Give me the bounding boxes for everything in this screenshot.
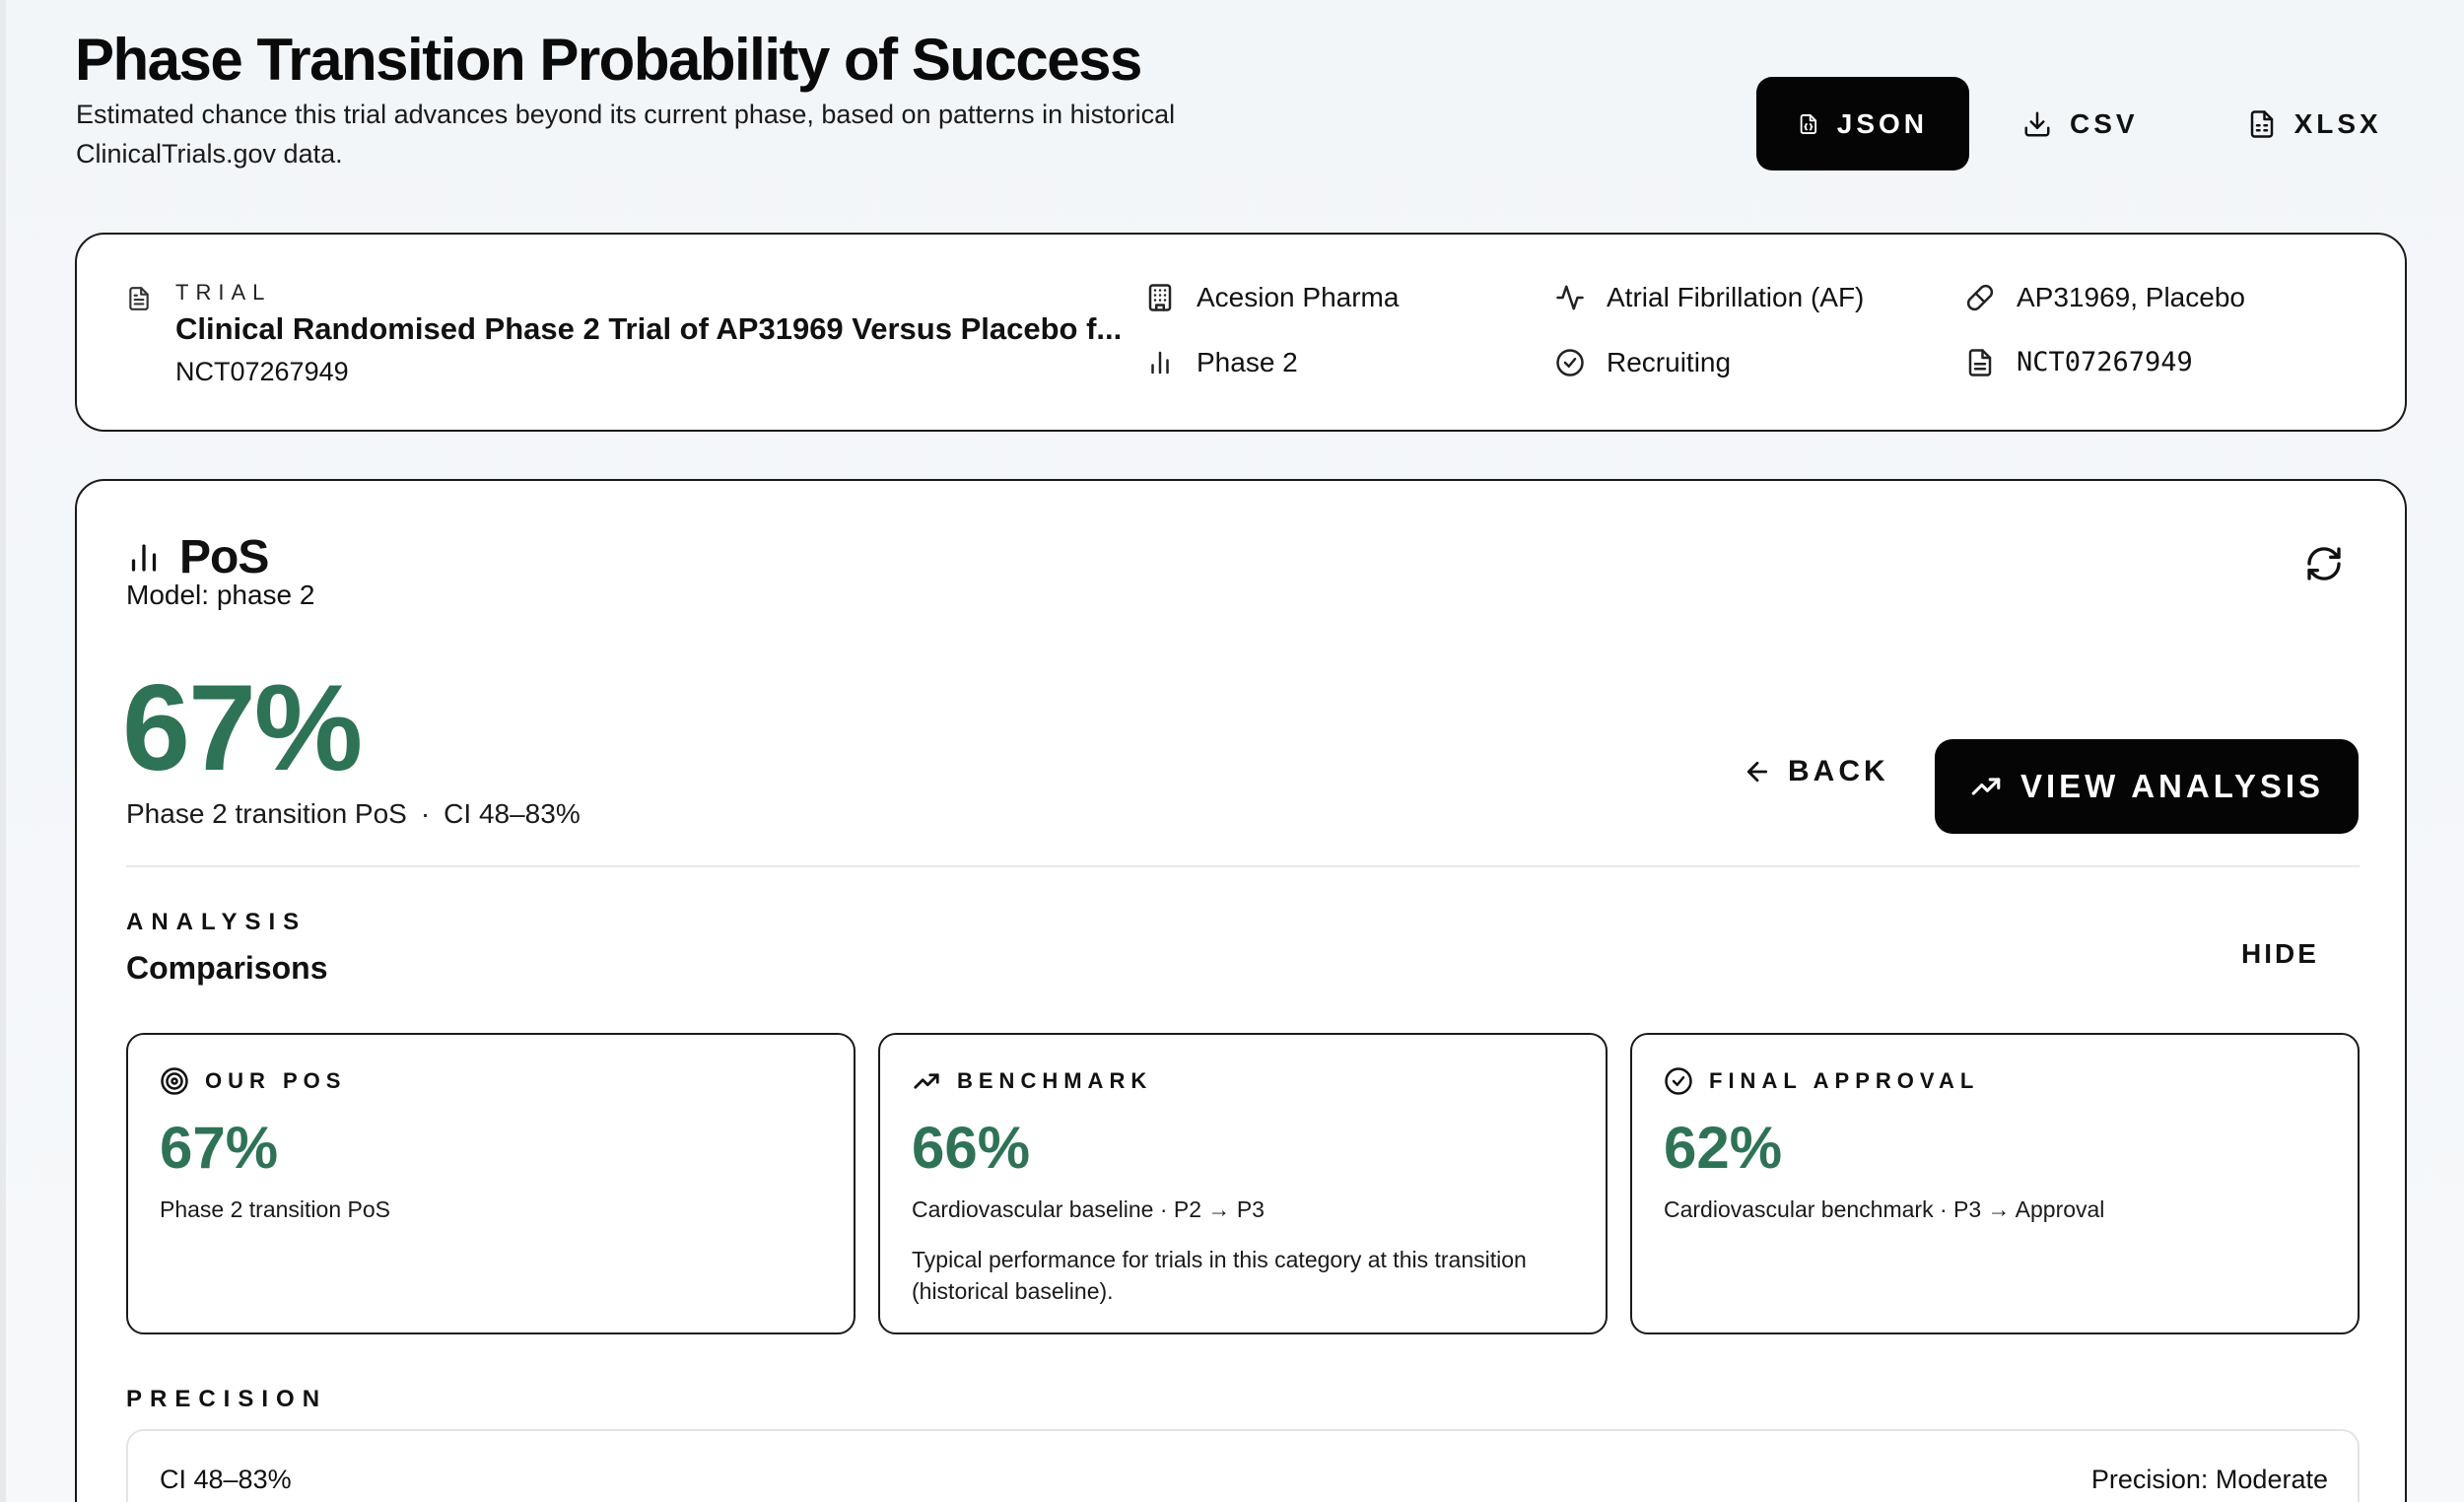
export-csv-button[interactable]: CSV (1993, 77, 2168, 171)
bar-chart-icon (1151, 351, 1169, 375)
comparison-card-benchmark: BENCHMARK 66% Cardiovascular baseline · … (878, 1033, 1608, 1334)
export-csv-label: CSV (2070, 107, 2139, 139)
precision-ci: CI 48–83% (160, 1465, 292, 1494)
export-xlsx-button[interactable]: XLSX (2218, 77, 2412, 171)
pos-header: PoS (126, 530, 269, 584)
precision-panel: CI 48–83% Precision: Moderate (126, 1429, 2360, 1502)
trial-interventions-text: AP31969, Placebo (2017, 282, 2245, 312)
back-button[interactable]: BACK (1743, 737, 1889, 806)
arrow-left-icon (1746, 761, 1768, 783)
export-toolbar: JSON CSV XLSX (1756, 77, 2412, 171)
trial-registry: NCT07267949 (1965, 347, 2193, 377)
trial-registry-id: NCT07267949 (2017, 347, 2193, 377)
pos-caption-text: Phase 2 transition PoS (126, 798, 407, 829)
comparison-card-subtitle: Phase 2 transition PoS (160, 1196, 390, 1222)
pos-title: PoS (179, 531, 269, 583)
comparison-card-our-pos: OUR POS 67% Phase 2 transition PoS (126, 1033, 856, 1334)
back-label: BACK (1788, 755, 1889, 787)
export-json-button[interactable]: JSON (1756, 77, 1969, 171)
check-circle-icon (1665, 1067, 1692, 1095)
comparison-card-header: OUR POS (160, 1066, 346, 1096)
comparison-card-subtitle: Cardiovascular benchmark · P3 → Approval (1664, 1196, 2105, 1222)
trial-phase: Phase 2 (1145, 347, 1298, 378)
export-json-label: JSON (1836, 107, 1928, 139)
comparison-card-final-approval: FINAL APPROVAL 62% Cardiovascular benchm… (1630, 1033, 2360, 1334)
analysis-section-label: ANALYSIS (126, 909, 308, 935)
page-subtitle: Estimated chance this trial advances bey… (76, 100, 1176, 169)
view-analysis-button[interactable]: VIEW ANALYSIS (1935, 739, 2359, 834)
trial-condition: Atrial Fibrillation (AF) (1555, 282, 1864, 313)
pos-caption: Phase 2 transition PoS · CI 48–83% (126, 798, 581, 830)
pulse-icon (1556, 285, 1584, 310)
comparisons-title: Comparisons (126, 950, 328, 986)
trial-status-text: Recruiting (1607, 347, 1732, 377)
trial-condition-text: Atrial Fibrillation (AF) (1607, 282, 1865, 312)
building-icon (1148, 284, 1172, 311)
trial-nct-id: NCT07267949 (175, 357, 349, 386)
document-icon (1968, 348, 1992, 376)
bar-chart-icon (131, 543, 157, 572)
download-icon (2024, 111, 2050, 136)
trial-sponsor: Acesion Pharma (1145, 282, 1399, 313)
page-title: Phase Transition Probability of Success (75, 27, 1142, 93)
trial-phase-text: Phase 2 (1197, 347, 1298, 377)
comparison-card-value: 67% (160, 1115, 279, 1181)
hide-button[interactable]: HIDE (2241, 938, 2319, 969)
comparison-card-value: 66% (912, 1115, 1031, 1181)
view-analysis-label: VIEW ANALYSIS (2019, 768, 2325, 804)
precision-section-label: PRECISION (126, 1386, 328, 1412)
trial-section-label: TRIAL (175, 280, 272, 305)
export-xlsx-label: XLSX (2293, 107, 2382, 139)
comparison-card-note: Typical performance for trials in this c… (912, 1247, 1527, 1304)
model-label: Model: phase 2 (126, 580, 315, 610)
pill-icon (1966, 284, 1994, 311)
trial-name: Clinical Randomised Phase 2 Trial of AP3… (175, 311, 1123, 346)
trial-summary-card: TRIAL Clinical Randomised Phase 2 Trial … (75, 233, 2407, 432)
pos-value: 67% (122, 660, 363, 796)
trial-sponsor-text: Acesion Pharma (1197, 282, 1400, 312)
comparison-card-header: BENCHMARK (912, 1066, 1152, 1096)
comparison-card-header: FINAL APPROVAL (1664, 1066, 1979, 1096)
json-file-icon (1800, 113, 1817, 134)
target-icon (161, 1067, 188, 1095)
pos-card: PoS Model: phase 2 67% Phase 2 transitio… (75, 479, 2407, 1502)
comparison-card-label: BENCHMARK (957, 1068, 1153, 1093)
check-circle-icon (1556, 349, 1584, 376)
pos-ci: CI 48–83% (444, 798, 581, 829)
comparison-card-label: OUR POS (205, 1068, 347, 1093)
comparison-card-subtitle: Cardiovascular baseline · P2 → P3 (912, 1196, 1265, 1222)
spreadsheet-file-icon (2250, 109, 2273, 138)
refresh-icon[interactable] (2304, 544, 2344, 583)
comparison-card-label: FINAL APPROVAL (1709, 1068, 1980, 1093)
trial-status: Recruiting (1555, 347, 1731, 378)
precision-level: Precision: Moderate (2090, 1465, 2328, 1494)
trending-up-icon (914, 1073, 939, 1089)
divider (126, 865, 2360, 867)
trending-up-icon (1971, 778, 2001, 795)
caption-separator: · (420, 798, 431, 829)
document-icon (129, 287, 149, 310)
trial-interventions: AP31969, Placebo (1965, 282, 2245, 313)
comparison-card-value: 62% (1664, 1115, 1783, 1181)
